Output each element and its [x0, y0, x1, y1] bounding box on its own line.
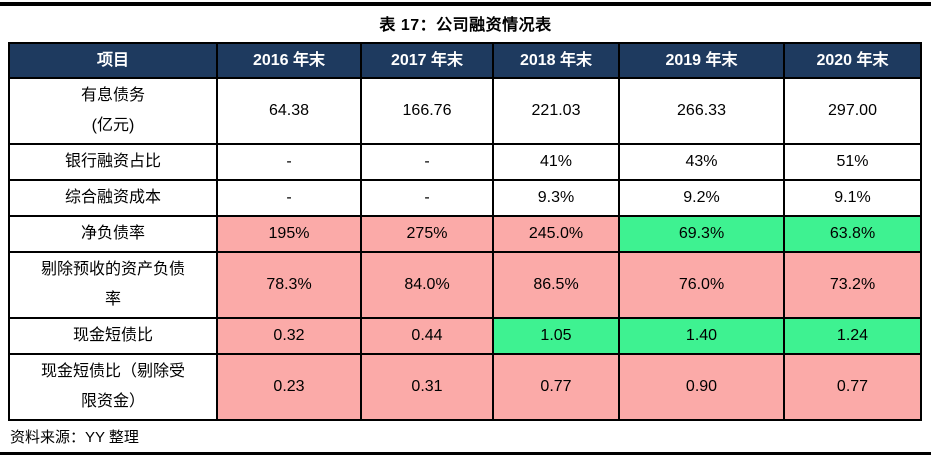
column-header-item: 项目 — [8, 42, 218, 79]
row-label: 现金短债比 — [8, 317, 218, 355]
table-cell: - — [360, 143, 494, 181]
table-cell: 43% — [618, 143, 785, 181]
table-cell: 9.2% — [618, 179, 785, 217]
table-cell: 9.1% — [783, 179, 922, 217]
table-cell: 51% — [783, 143, 922, 181]
table-title: 表 17：公司融资情况表 — [379, 17, 552, 34]
table-row: 现金短债比 0.32 0.44 1.05 1.40 1.24 — [8, 317, 922, 355]
column-header-2016: 2016 年末 — [216, 42, 362, 79]
table-cell: 64.38 — [216, 77, 362, 145]
table-cell: - — [360, 179, 494, 217]
table-cell: 0.77 — [492, 353, 620, 421]
top-rule — [0, 2, 931, 6]
row-label: 剔除预收的资产负债 率 — [8, 251, 218, 319]
table-cell: 266.33 — [618, 77, 785, 145]
table-row: 银行融资占比 - - 41% 43% 51% — [8, 143, 922, 181]
table-cell: 0.90 — [618, 353, 785, 421]
table-cell: 84.0% — [360, 251, 494, 319]
table-row: 净负债率 195% 275% 245.0% 69.3% 63.8% — [8, 215, 922, 253]
table-cell: 195% — [216, 215, 362, 253]
table-cell: 0.32 — [216, 317, 362, 355]
table-cell: 166.76 — [360, 77, 494, 145]
financing-table: 项目 2016 年末 2017 年末 2018 年末 2019 年末 2020 … — [8, 42, 922, 421]
row-label: 有息债务 (亿元) — [8, 77, 218, 145]
table-cell: 78.3% — [216, 251, 362, 319]
table-cell: - — [216, 143, 362, 181]
table-cell: 1.05 — [492, 317, 620, 355]
row-label: 净负债率 — [8, 215, 218, 253]
source-note: 资料来源：YY 整理 — [10, 429, 139, 446]
table-cell: 76.0% — [618, 251, 785, 319]
row-label: 现金短债比（剔除受 限资金） — [8, 353, 218, 421]
bottom-rule — [0, 452, 931, 455]
column-header-2017: 2017 年末 — [360, 42, 494, 79]
table-cell: 41% — [492, 143, 620, 181]
table-cell: 9.3% — [492, 179, 620, 217]
table-cell: 1.24 — [783, 317, 922, 355]
column-header-2020: 2020 年末 — [783, 42, 922, 79]
table-row: 现金短债比（剔除受 限资金） 0.23 0.31 0.77 0.90 0.77 — [8, 353, 922, 421]
table-row: 有息债务 (亿元) 64.38 166.76 221.03 266.33 297… — [8, 77, 922, 145]
table-cell: 245.0% — [492, 215, 620, 253]
table-row: 综合融资成本 - - 9.3% 9.2% 9.1% — [8, 179, 922, 217]
column-header-2018: 2018 年末 — [492, 42, 620, 79]
table-cell: 0.23 — [216, 353, 362, 421]
table-cell: 63.8% — [783, 215, 922, 253]
table-cell: 86.5% — [492, 251, 620, 319]
table-row: 剔除预收的资产负债 率 78.3% 84.0% 86.5% 76.0% 73.2… — [8, 251, 922, 319]
table-cell: - — [216, 179, 362, 217]
column-header-2019: 2019 年末 — [618, 42, 785, 79]
row-label: 综合融资成本 — [8, 179, 218, 217]
table-cell: 73.2% — [783, 251, 922, 319]
row-label: 银行融资占比 — [8, 143, 218, 181]
table-cell: 0.31 — [360, 353, 494, 421]
table-cell: 221.03 — [492, 77, 620, 145]
table-cell: 69.3% — [618, 215, 785, 253]
table-cell: 0.77 — [783, 353, 922, 421]
table-cell: 275% — [360, 215, 494, 253]
table-cell: 297.00 — [783, 77, 922, 145]
table-header-row: 项目 2016 年末 2017 年末 2018 年末 2019 年末 2020 … — [8, 42, 922, 79]
table-cell: 1.40 — [618, 317, 785, 355]
table-cell: 0.44 — [360, 317, 494, 355]
